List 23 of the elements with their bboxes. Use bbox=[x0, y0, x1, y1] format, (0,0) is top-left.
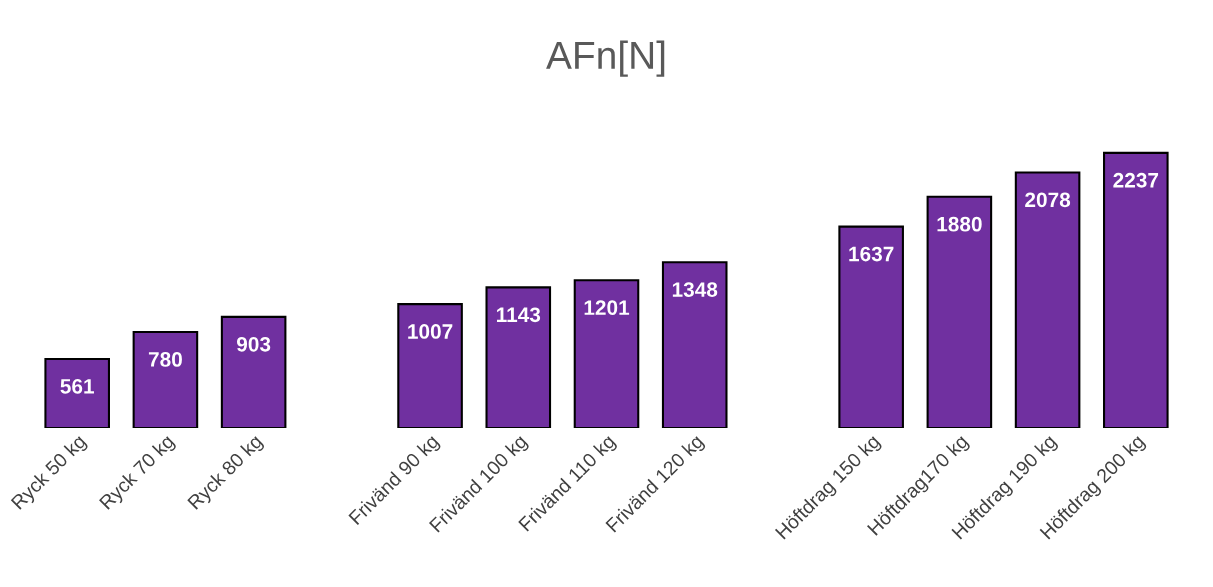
data-label: 1348 bbox=[672, 282, 718, 297]
bar bbox=[220, 315, 287, 428]
bar bbox=[485, 286, 552, 428]
bar bbox=[1103, 151, 1169, 428]
data-label: 1201 bbox=[584, 300, 630, 315]
data-label: 903 bbox=[236, 336, 271, 352]
data-label: 1143 bbox=[497, 307, 541, 323]
bar bbox=[661, 261, 728, 428]
data-label: 1637 bbox=[849, 246, 894, 262]
data-label: 561 bbox=[60, 378, 94, 394]
bar bbox=[44, 357, 110, 428]
chart-title: AFn[N] bbox=[546, 40, 665, 77]
bar bbox=[132, 330, 199, 428]
data-label: 1880 bbox=[937, 216, 982, 232]
data-label: 1007 bbox=[408, 324, 453, 339]
data-label: 2078 bbox=[1025, 192, 1071, 208]
bar bbox=[838, 225, 904, 428]
bar bbox=[573, 279, 640, 428]
data-label: 2237 bbox=[1113, 172, 1159, 188]
bar bbox=[397, 303, 463, 428]
data-label: 780 bbox=[148, 352, 182, 367]
bar bbox=[926, 195, 993, 428]
bar bbox=[1014, 171, 1081, 428]
